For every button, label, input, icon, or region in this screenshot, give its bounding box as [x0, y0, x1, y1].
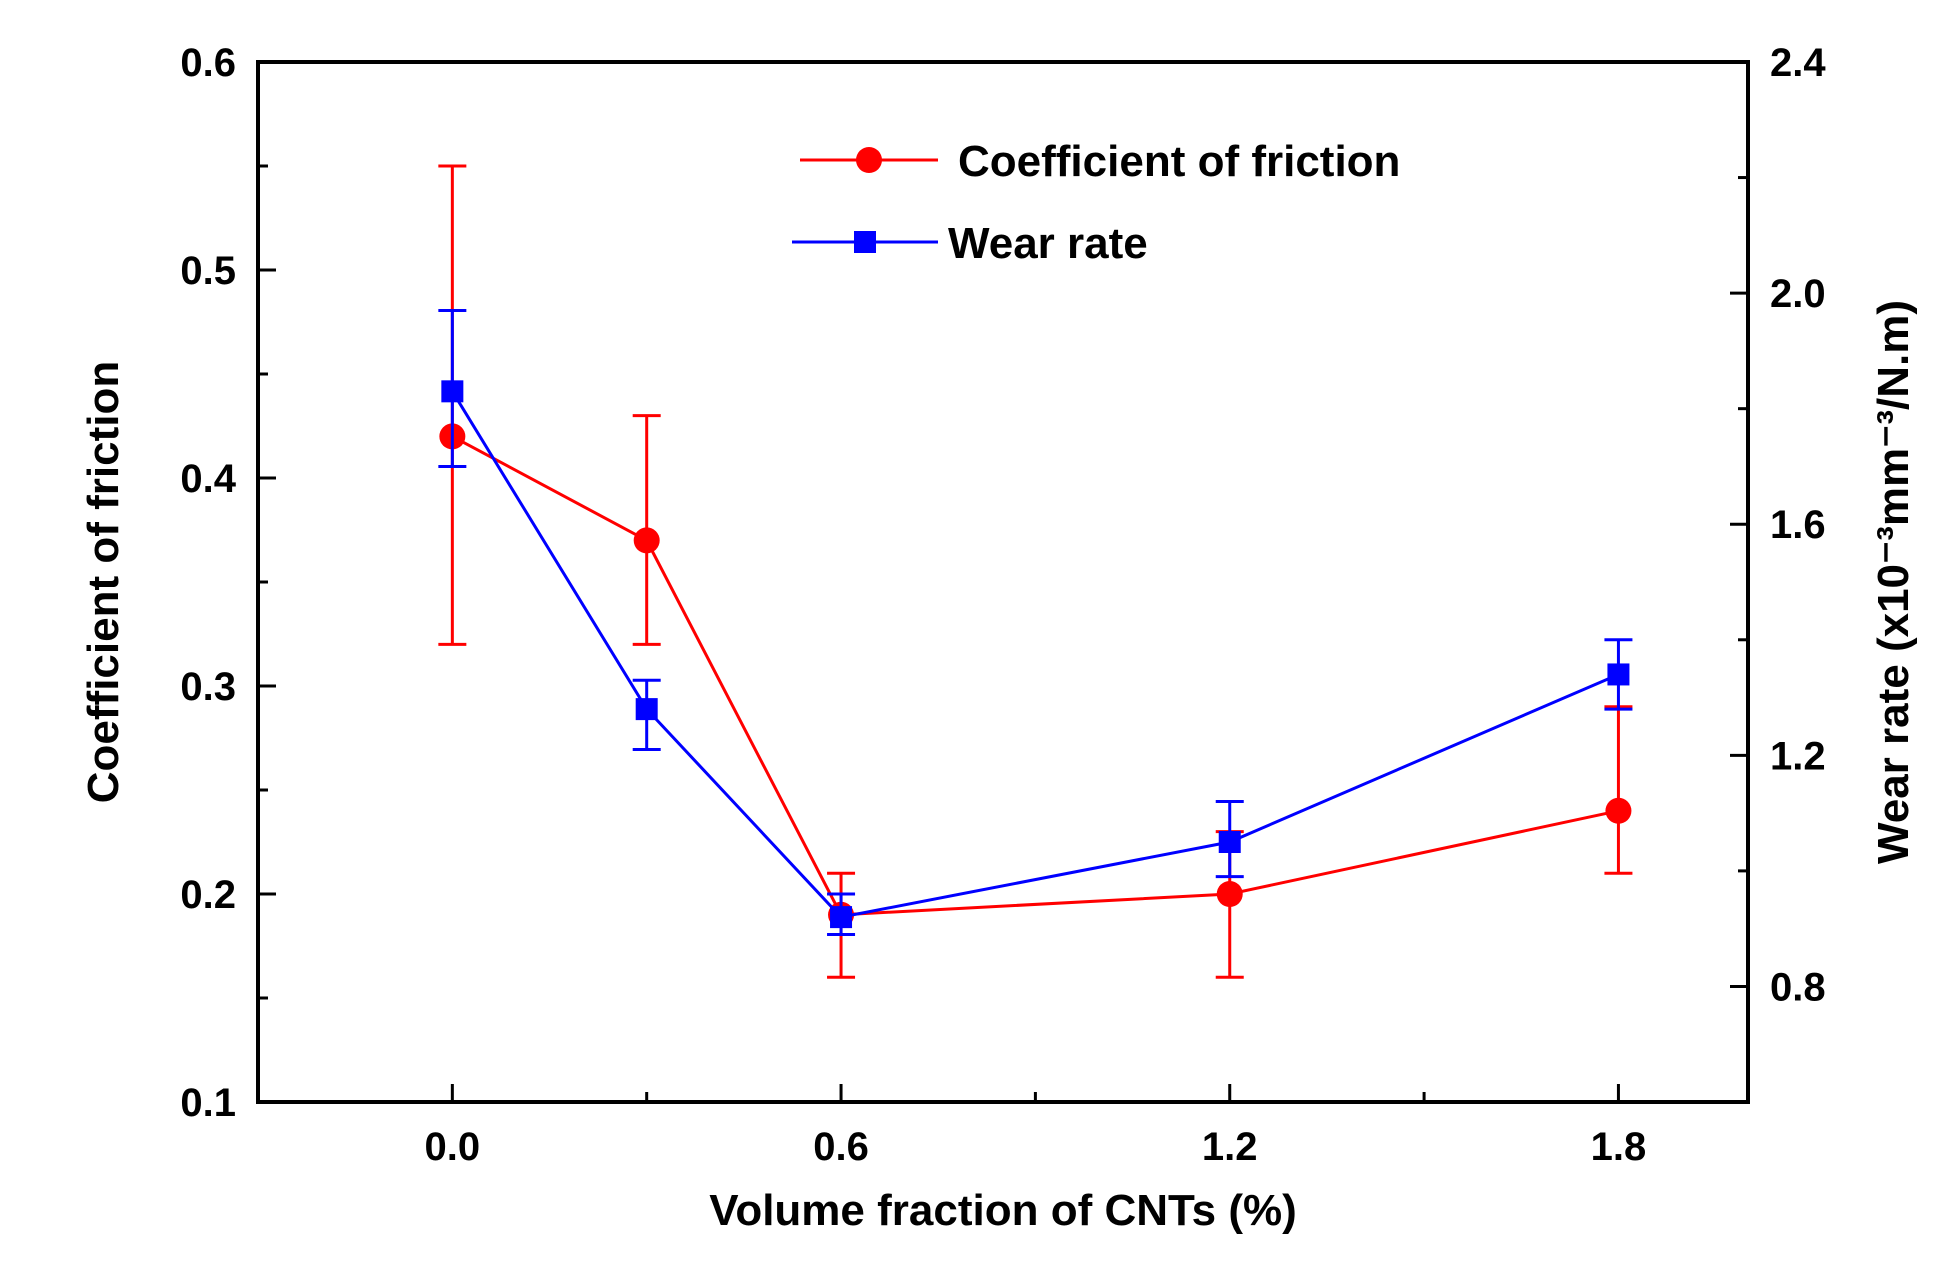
- right-y-axis-ticks: 0.8 1.2 1.6 2.0 2.4: [1730, 41, 1826, 1104]
- left-y-tick-label: 0.3: [180, 665, 236, 709]
- left-y-tick-label: 0.5: [180, 249, 236, 293]
- series-line: [451, 390, 1620, 919]
- right-y-tick-label: 1.6: [1770, 503, 1826, 547]
- left-y-axis-ticks: 0.1 0.2 0.3 0.4 0.5 0.6: [180, 41, 276, 1125]
- x-tick-label: 0.0: [425, 1125, 481, 1169]
- x-tick-label: 1.2: [1202, 1125, 1258, 1169]
- x-tick-label: 0.6: [813, 1125, 869, 1169]
- left-y-tick-label: 0.4: [180, 457, 236, 501]
- left-y-tick-label: 0.2: [180, 873, 236, 917]
- data-point: [1605, 797, 1632, 824]
- plot-frame: [256, 60, 1750, 1104]
- legend-marker: [856, 147, 882, 173]
- x-axis-ticks: 0.0 0.6 1.2 1.8: [425, 1084, 1647, 1169]
- series-wear-rate: [438, 308, 1633, 936]
- data-point: [1216, 881, 1243, 907]
- right-y-tick-label: 2.0: [1770, 272, 1826, 316]
- right-y-tick-label: 1.2: [1770, 734, 1826, 778]
- data-point: [830, 906, 853, 929]
- data-point: [1218, 831, 1241, 853]
- data-point: [633, 527, 660, 554]
- data-point: [1607, 663, 1630, 686]
- series-layer: [438, 164, 1633, 979]
- left-y-tick-label: 0.1: [180, 1081, 236, 1125]
- left-y-tick-label: 0.6: [180, 41, 236, 85]
- legend-label: Wear rate: [948, 219, 1148, 268]
- data-point: [635, 698, 658, 721]
- legend-label: Coefficient of friction: [958, 137, 1400, 186]
- legend: Coefficient of friction Wear rate: [792, 137, 1400, 268]
- right-y-axis-title: Wear rate (x10⁻³mm⁻³/N.m): [1869, 300, 1918, 864]
- legend-marker: [854, 231, 876, 253]
- right-y-tick-label: 0.8: [1770, 965, 1826, 1009]
- right-y-tick-label: 2.4: [1770, 41, 1826, 85]
- series-coefficient-of-friction: [438, 164, 1633, 979]
- data-point: [441, 380, 464, 403]
- x-axis-title: Volume fraction of CNTs (%): [709, 1186, 1297, 1235]
- x-tick-label: 1.8: [1591, 1125, 1647, 1169]
- left-y-axis-title: Coefficient of friction: [79, 361, 128, 803]
